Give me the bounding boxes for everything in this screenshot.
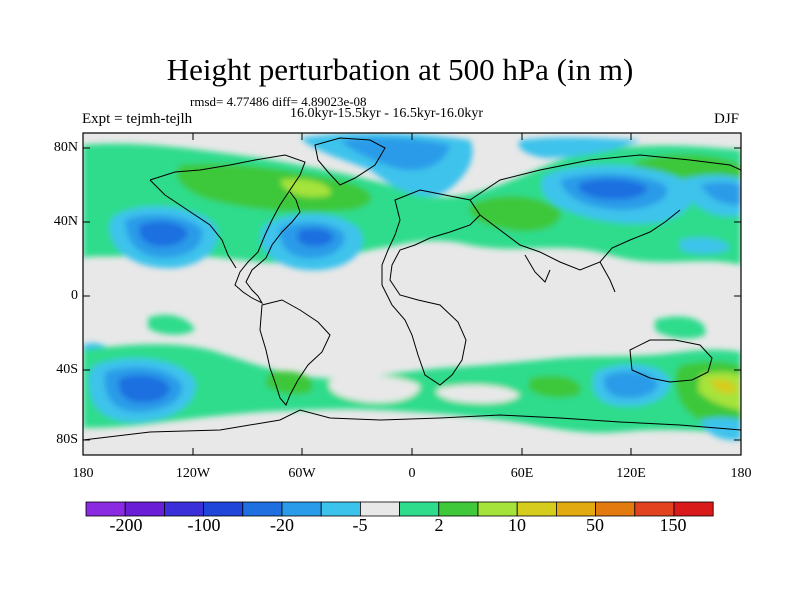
lon-label: 60W (288, 466, 316, 481)
lon-label: 120E (616, 466, 646, 481)
colorbar-label: 50 (586, 515, 604, 535)
lon-label: 60E (510, 466, 534, 481)
lon-ticks (82, 133, 742, 455)
lon-label: 0 (408, 466, 416, 481)
lat-label: 40S (56, 362, 78, 377)
colorbar-swatch (163, 501, 204, 517)
colorbar-swatch (477, 501, 518, 517)
colorbar-swatch (281, 501, 322, 517)
colorbar-swatch (203, 501, 244, 517)
colorbar-swatch (242, 501, 283, 517)
colorbar-label: 10 (508, 515, 526, 535)
lon-label: 120W (175, 466, 211, 481)
season-label: DJF (714, 111, 740, 127)
colorbar-swatch (124, 501, 165, 517)
colorbar-label: -200 (109, 515, 143, 535)
colorbar-label: -100 (187, 515, 221, 535)
lat-label: 80N (53, 140, 78, 155)
colorbar-label: -5 (352, 515, 368, 535)
colorbar-label: 2 (434, 515, 444, 535)
lon-label: 180 (72, 466, 94, 481)
plot-title: Height perturbation at 500 hPa (in m) (166, 52, 634, 87)
lon-label: 180 (730, 466, 752, 481)
lat-ticks (83, 147, 741, 441)
colorbar (85, 501, 714, 517)
colorbar-label: -20 (270, 515, 294, 535)
experiment-label: Expt = tejmh-tejlh (82, 111, 193, 127)
colorbar-swatch (359, 501, 400, 517)
colorbar-swatch (595, 501, 636, 517)
colorbar-swatch (438, 501, 479, 517)
colorbar-swatch (399, 501, 440, 517)
contour-field (83, 133, 741, 455)
coastlines (83, 137, 741, 441)
lat-label: 80S (56, 432, 78, 447)
colorbar-swatch (634, 501, 675, 517)
colorbar-swatch (320, 501, 361, 517)
period-text: 16.0kyr-15.5kyr - 16.5kyr-16.0kyr (290, 106, 484, 121)
stats-text: rmsd= 4.77486 diff= 4.89023e-08 (190, 94, 367, 109)
colorbar-swatch (556, 501, 597, 517)
lat-label: 40N (53, 214, 78, 229)
colorbar-swatch (516, 501, 557, 517)
lat-label: 0 (71, 288, 78, 303)
colorbar-label: 150 (659, 515, 687, 535)
colorbar-swatch (673, 501, 714, 517)
colorbar-swatch (85, 501, 126, 517)
